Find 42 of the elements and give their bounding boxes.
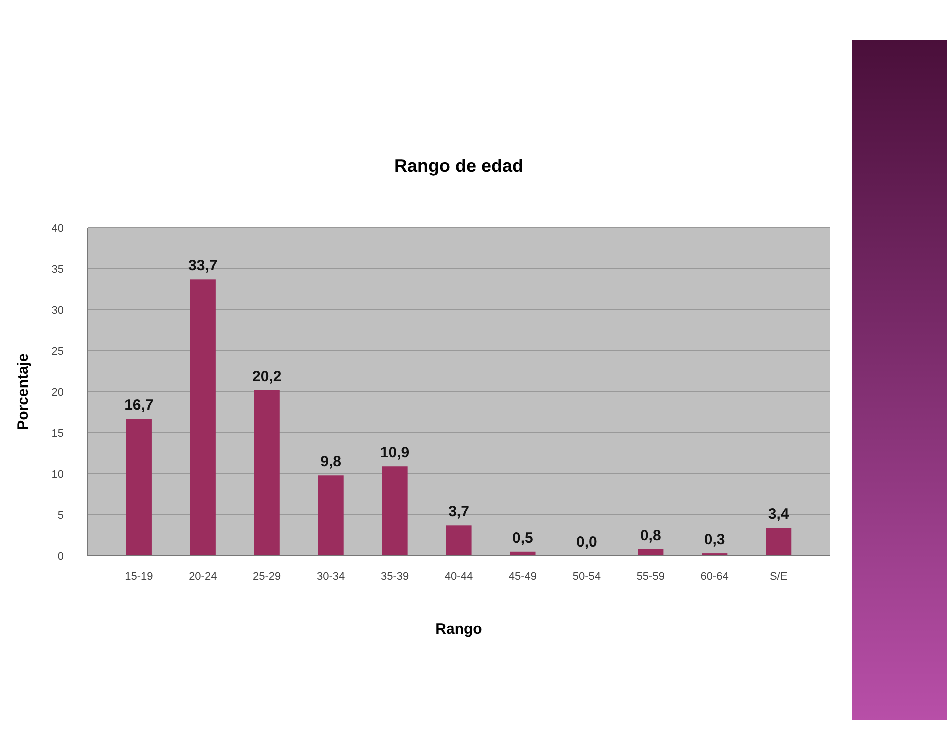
x-tick-label: 35-39 [380,571,410,583]
y-tick-label: 5 [58,510,64,522]
bar [126,419,152,556]
x-tick-label: 20-24 [189,571,218,583]
y-tick-label: 15 [52,428,64,440]
data-label: 33,7 [188,258,218,275]
bar [638,549,664,556]
bar [254,390,280,556]
data-label: 3,7 [448,504,470,521]
data-label: 16,7 [124,397,154,414]
y-tick-label: 20 [52,386,64,399]
bar [190,280,216,556]
data-label: 10,9 [380,444,410,462]
bar [766,528,792,556]
x-tick-label: S/E [770,571,788,583]
y-tick-label: 25 [52,346,64,358]
data-label: 20,2 [252,368,282,386]
x-tick-label: 15-19 [125,571,154,583]
x-tick-label: 50-54 [572,571,601,583]
y-axis-title: Porcentaje [15,354,32,430]
data-label: 9,8 [320,454,342,471]
data-label: 3,4 [768,506,790,524]
y-tick-label: 0 [58,550,64,563]
data-label: 0,5 [512,530,534,547]
x-tick-label: 60-64 [700,571,729,583]
y-tick-label: 30 [52,304,64,317]
data-label: 0,8 [640,527,662,544]
chart-title: Rango de edad [394,156,524,176]
x-axis-title: Rango [436,621,482,638]
bar [446,526,472,556]
y-tick-label: 35 [52,264,64,276]
data-label: 0,0 [576,534,598,551]
x-tick-label: 25-29 [253,571,282,583]
x-tick-label: 45-49 [508,571,538,583]
bar [318,476,344,556]
x-tick-label: 40-44 [444,571,474,583]
bar [382,466,408,556]
y-tick-label: 40 [52,222,64,235]
x-tick-label: 30-34 [317,571,346,583]
y-tick-label: 10 [52,468,64,481]
x-tick-label: 55-59 [636,571,665,583]
data-label: 0,3 [704,532,726,549]
